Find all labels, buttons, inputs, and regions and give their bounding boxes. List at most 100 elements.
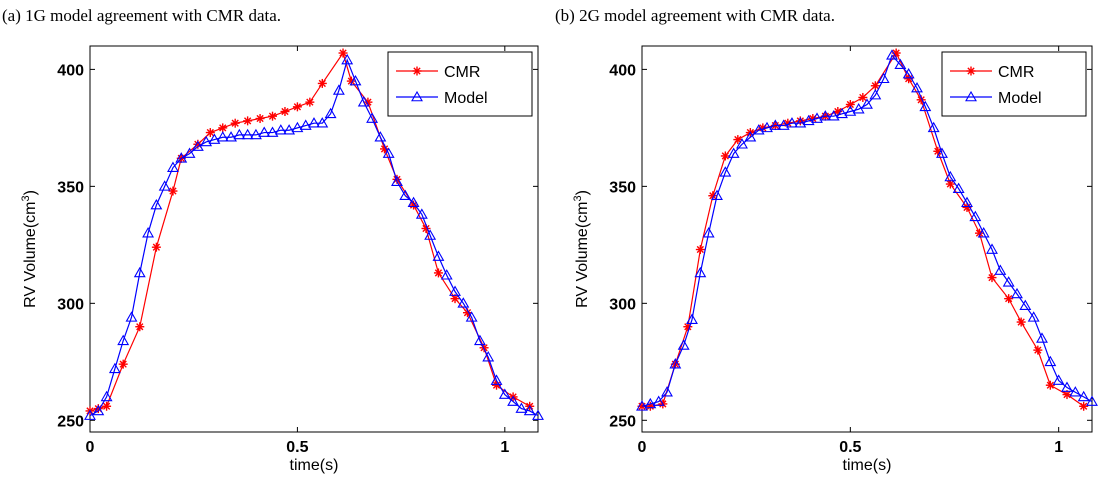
data-point-model: [652, 395, 665, 406]
data-point-model: [836, 107, 848, 119]
data-point-model: [142, 227, 155, 238]
legend-marker-cmr: [412, 66, 422, 76]
data-point-cmr: [346, 76, 356, 86]
y-tick-label: 250: [609, 413, 636, 430]
data-point-model: [1002, 276, 1015, 287]
x-tick-label: 1: [500, 439, 509, 456]
plot-frame: [89, 45, 539, 433]
chart-caption-a: (a) 1G model agreement with CMR data.: [2, 6, 282, 25]
data-point-model: [208, 133, 221, 144]
plot-frame: [641, 45, 1093, 433]
data-point-model: [1019, 299, 1032, 310]
data-point-model: [1077, 390, 1090, 402]
legend-label-cmr: CMR: [444, 64, 480, 81]
data-point-cmr: [168, 186, 178, 196]
data-point-cmr: [733, 135, 743, 145]
y-tick-label: 250: [57, 413, 84, 430]
data-point-model: [802, 114, 815, 126]
data-point-model: [1061, 381, 1073, 392]
data-point-model: [415, 208, 428, 219]
data-point-model: [1027, 311, 1040, 322]
data-point-cmr: [1016, 317, 1026, 327]
data-point-model: [125, 311, 138, 322]
data-point-model: [702, 227, 715, 238]
data-point-model: [994, 264, 1007, 275]
series-line-model: [89, 58, 539, 417]
data-point-model: [258, 126, 271, 137]
y-tick-label: 400: [57, 62, 84, 79]
data-point-model: [133, 266, 146, 278]
data-point-model: [473, 334, 486, 346]
legend-label-model: Model: [444, 90, 488, 107]
data-point-model: [894, 58, 907, 70]
data-point-model: [349, 74, 362, 86]
data-point-model: [490, 374, 503, 385]
legend-marker-model: [411, 90, 423, 102]
data-point-model: [711, 189, 723, 201]
data-point-model: [399, 189, 412, 201]
series-model: [636, 49, 1098, 411]
data-point-model: [108, 362, 121, 374]
data-point-model: [677, 339, 690, 350]
data-point-cmr: [1079, 401, 1089, 411]
data-point-model: [233, 128, 246, 140]
data-point-model: [1011, 287, 1023, 299]
data-point-model: [357, 96, 370, 107]
data-point-model: [811, 112, 823, 123]
data-point-model: [225, 131, 237, 142]
data-point-cmr: [317, 78, 327, 88]
series-line-model: [641, 54, 1093, 407]
y-axis-label: RV Volume(cm3): [20, 190, 39, 308]
data-point-model: [432, 250, 445, 261]
x-tick-label: 0: [86, 439, 95, 456]
data-point-model: [1069, 386, 1082, 397]
data-point-cmr: [450, 294, 460, 304]
data-point-model: [465, 311, 478, 322]
data-point-cmr: [1045, 380, 1055, 390]
data-point-model: [911, 82, 923, 93]
data-point-cmr: [1004, 294, 1014, 304]
data-point-model: [986, 243, 998, 254]
legend-box: [387, 51, 533, 117]
data-point-model: [532, 409, 544, 420]
data-point-model: [786, 117, 798, 128]
data-point-model: [777, 119, 790, 130]
y-tick-label: 350: [609, 179, 636, 196]
y-tick-label: 350: [57, 179, 84, 196]
data-point-model: [158, 180, 171, 191]
data-point-cmr: [118, 359, 128, 369]
data-point-model: [216, 131, 229, 142]
data-point-cmr: [338, 48, 348, 58]
legend-marker-cmr: [966, 66, 976, 76]
data-point-cmr: [433, 268, 443, 278]
data-point-cmr: [695, 245, 705, 255]
legend-box: [941, 51, 1087, 117]
data-point-cmr: [858, 92, 868, 102]
data-point-model: [644, 397, 657, 409]
data-point-model: [761, 121, 773, 133]
data-point-model: [736, 138, 748, 149]
data-point-model: [636, 400, 648, 411]
data-point-model: [523, 404, 536, 416]
legend: CMR Model: [387, 51, 533, 117]
data-point-cmr: [292, 102, 302, 112]
data-point-model: [852, 103, 865, 114]
data-point-cmr: [280, 107, 290, 117]
data-point-cmr: [135, 322, 145, 332]
x-tick-label: 0.5: [839, 439, 861, 456]
legend-label-model: Model: [998, 90, 1042, 107]
data-point-model: [1052, 374, 1065, 385]
data-point-model: [449, 285, 461, 296]
data-point-model: [283, 124, 296, 135]
data-point-cmr: [230, 118, 240, 128]
data-point-model: [308, 117, 320, 128]
data-point-model: [844, 105, 857, 116]
chart-caption-b: (b) 2G model agreement with CMR data.: [555, 6, 835, 25]
data-point-model: [457, 297, 470, 308]
data-point-model: [686, 313, 698, 325]
data-point-model: [341, 53, 354, 65]
data-point-model: [744, 131, 757, 142]
data-point-cmr: [720, 151, 730, 161]
